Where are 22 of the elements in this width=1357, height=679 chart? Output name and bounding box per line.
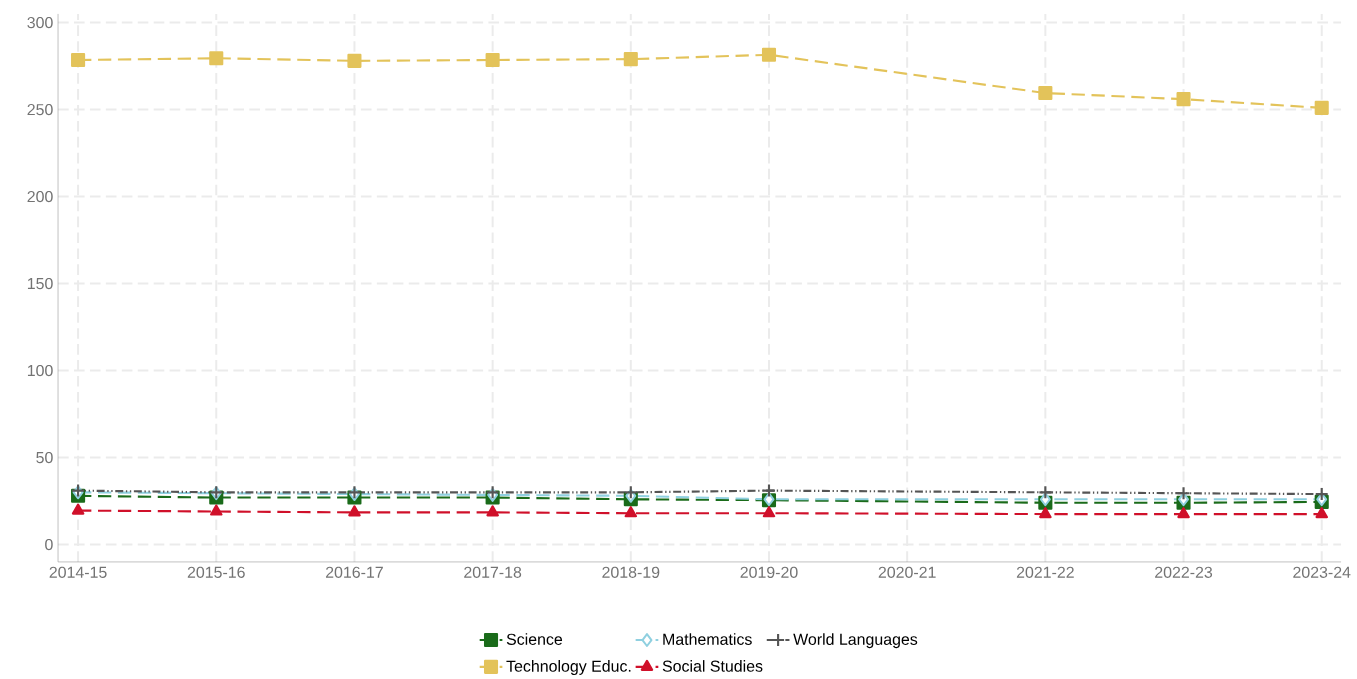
y-tick-label: 250 <box>27 103 53 116</box>
x-tick-label: 2015-16 <box>187 566 245 578</box>
y-tick-label: 150 <box>27 277 53 290</box>
x-tick-label: 2023-24 <box>1293 566 1351 578</box>
y-tick-label: 0 <box>45 538 53 551</box>
y-tick-label: 100 <box>27 364 53 377</box>
legend-label: World Languages <box>793 633 918 649</box>
y-tick-label: 50 <box>36 451 53 464</box>
legend-label: Mathematics <box>663 633 752 645</box>
x-tick-label: 2020-21 <box>878 566 936 578</box>
x-tick-label: 2016-17 <box>325 566 383 578</box>
legend-label: Technology Educ. <box>506 660 631 675</box>
y-tick-label: 200 <box>27 190 53 203</box>
x-tick-label: 2018-19 <box>602 566 660 578</box>
y-tick-label: 300 <box>27 17 53 29</box>
x-tick-label: 2019-20 <box>740 566 798 578</box>
legend-label: Social Studies <box>662 660 763 672</box>
x-tick-label: 2017-18 <box>464 566 522 578</box>
x-tick-label: 2022-23 <box>1155 566 1213 578</box>
legend-label: Science <box>506 633 563 645</box>
x-tick-label: 2021-22 <box>1016 566 1074 578</box>
x-tick-label: 2014-15 <box>49 566 107 578</box>
